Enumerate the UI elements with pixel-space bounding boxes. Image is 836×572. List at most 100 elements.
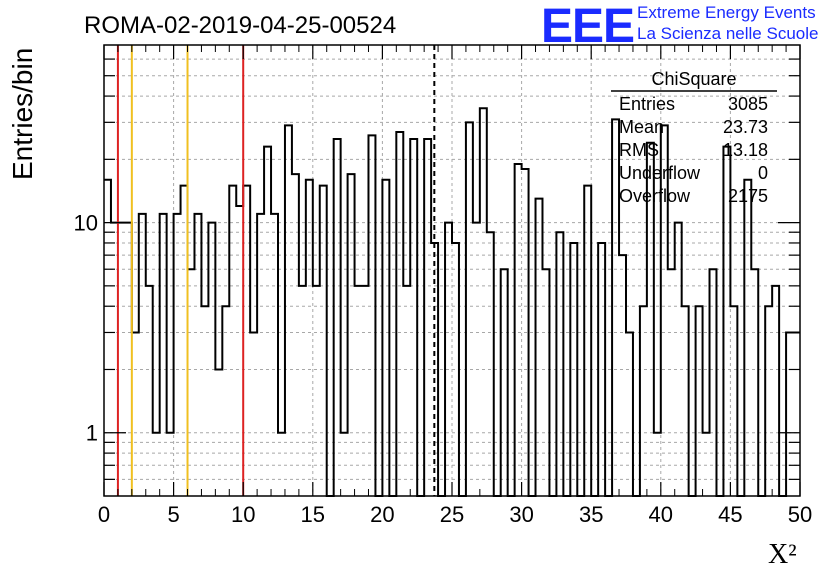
x-tick-label: 50 — [788, 502, 812, 527]
histogram-bin — [243, 186, 250, 496]
histogram-bin — [536, 199, 543, 496]
histogram-bin — [772, 286, 779, 496]
histogram-bin — [167, 433, 174, 496]
histogram-bin — [299, 286, 306, 496]
stats-label-entries: Entries — [619, 94, 675, 114]
histogram-bin — [174, 214, 181, 496]
histogram-bin — [487, 232, 494, 496]
stats-label-underflow: Underflow — [619, 163, 701, 183]
histogram-bin — [368, 135, 375, 496]
histogram-bin — [522, 169, 529, 496]
histogram-bin — [181, 186, 188, 496]
histogram-bin — [668, 269, 675, 496]
histogram-bin — [542, 269, 549, 496]
histogram-bin — [703, 433, 710, 496]
logo-line-1: Extreme Energy Events — [637, 3, 816, 22]
histogram-bin — [410, 139, 417, 496]
eee-logo: EEE Extreme Energy Events La Scienza nel… — [541, 0, 818, 53]
histogram-bin — [696, 306, 703, 496]
histogram-bin — [751, 269, 758, 496]
histogram-bin — [473, 223, 480, 496]
stats-value-underflow: 0 — [758, 163, 768, 183]
histogram-bin — [278, 433, 285, 496]
histogram-bin — [139, 214, 146, 496]
stats-value-rms: 13.18 — [723, 140, 768, 160]
y-tick-label: 10 — [74, 211, 98, 236]
histogram-bin — [271, 214, 278, 496]
histogram-bin — [320, 186, 327, 496]
histogram-bin — [765, 306, 772, 496]
x-tick-label: 30 — [509, 502, 533, 527]
histogram-bin — [229, 186, 236, 496]
histogram-bin — [480, 108, 487, 496]
chart-title: ROMA-02-2019-04-25-00524 — [84, 12, 396, 39]
stats-label-mean: Mean — [619, 117, 664, 137]
logo-line-2: La Scienza nelle Scuole — [637, 24, 818, 43]
histogram-bin — [612, 119, 619, 496]
histogram-bin — [250, 332, 257, 496]
histogram-bin — [153, 433, 160, 496]
histogram-bin — [619, 255, 626, 496]
stats-value-mean: 23.73 — [723, 117, 768, 137]
histogram-bin — [501, 269, 508, 496]
grid — [104, 45, 800, 496]
x-tick-label: 0 — [98, 502, 110, 527]
histogram-bin — [584, 186, 591, 496]
histogram-bin — [452, 243, 459, 496]
histogram-bin — [264, 147, 271, 496]
stats-label-overflow: Overflow — [619, 186, 691, 206]
axis-ticks — [103, 45, 801, 496]
x-tick-label: 10 — [231, 502, 255, 527]
histogram-bin — [793, 332, 800, 496]
histogram-bin — [132, 332, 139, 496]
histogram-bin — [515, 164, 522, 496]
histogram-bin — [744, 180, 751, 496]
histogram-bin — [424, 139, 431, 496]
histogram-bin — [626, 332, 633, 496]
histogram-bin — [160, 214, 167, 496]
x-tick-labels: 0 5 10 15 20 25 30 35 40 45 50 — [98, 502, 812, 527]
x-tick-label: 5 — [167, 502, 179, 527]
histogram-bin — [640, 306, 647, 496]
histogram-bin — [201, 306, 208, 496]
histogram-bin — [194, 214, 201, 496]
histogram-outline — [104, 107, 800, 497]
y-tick-label: 1 — [86, 421, 98, 446]
histogram-bin — [285, 125, 292, 496]
logo-mark: EEE — [541, 0, 634, 53]
x-tick-label: 20 — [370, 502, 394, 527]
y-tick-labels: 1 10 — [74, 211, 98, 446]
histogram-bin — [710, 269, 717, 496]
histogram-bin — [111, 223, 118, 496]
histogram-bin — [306, 180, 313, 496]
histogram — [104, 107, 800, 497]
x-tick-label: 45 — [718, 502, 742, 527]
histogram-bin — [403, 286, 410, 496]
histogram-bin — [355, 286, 362, 496]
histogram-bin — [445, 223, 452, 496]
stats-value-entries: 3085 — [728, 94, 768, 114]
histogram-bin — [334, 139, 341, 496]
histogram-bin — [313, 286, 320, 496]
y-axis-label: Entries/bin — [7, 48, 38, 180]
histogram-bin — [730, 306, 737, 496]
histogram-bin — [348, 174, 355, 496]
histogram-bin — [682, 306, 689, 496]
histogram-bin — [466, 122, 473, 496]
histogram-bin — [292, 174, 299, 496]
histogram-bin — [570, 243, 577, 496]
histogram-bin — [215, 369, 222, 496]
stats-value-overflow: 2175 — [728, 186, 768, 206]
histogram-bin — [222, 306, 229, 496]
histogram-bin — [396, 132, 403, 496]
histogram-bin — [341, 433, 348, 496]
histogram-bin — [786, 332, 793, 496]
histogram-bin — [146, 286, 153, 496]
stats-title: ChiSquare — [651, 69, 736, 89]
x-axis-label: X² — [768, 539, 797, 570]
histogram-bin — [257, 214, 264, 496]
x-tick-label: 40 — [649, 502, 673, 527]
histogram-bin — [118, 223, 125, 496]
histogram-bin — [598, 243, 605, 496]
